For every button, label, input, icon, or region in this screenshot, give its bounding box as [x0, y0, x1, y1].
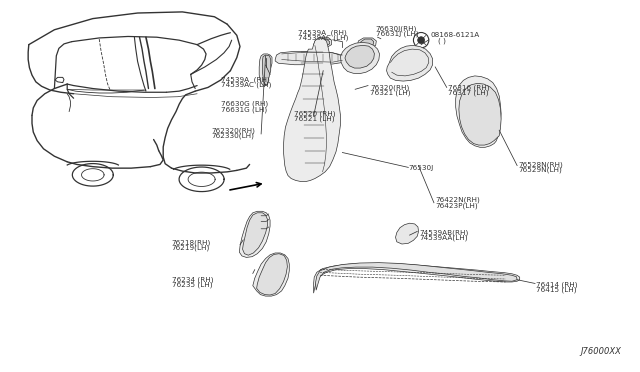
Text: 762320(RH): 762320(RH): [211, 128, 255, 134]
Polygon shape: [243, 213, 268, 255]
Text: 08168-6121A: 08168-6121A: [431, 32, 480, 38]
Text: 76219(LH): 76219(LH): [172, 244, 210, 251]
Text: 76530J: 76530J: [408, 165, 433, 171]
Text: 76414 (RH): 76414 (RH): [536, 281, 578, 288]
Polygon shape: [284, 38, 340, 182]
Polygon shape: [459, 83, 501, 145]
Text: 76528N(RH): 76528N(RH): [518, 161, 563, 168]
Text: 74539AB(RH): 74539AB(RH): [419, 230, 468, 236]
Text: 76234 (RH): 76234 (RH): [172, 276, 213, 283]
Text: 76320(RH): 76320(RH): [370, 84, 409, 91]
Text: 76630J(RH): 76630J(RH): [376, 26, 417, 32]
Text: 74539AC (LH): 74539AC (LH): [221, 82, 271, 89]
Text: 76631G (LH): 76631G (LH): [221, 106, 267, 113]
Text: 762330(LH): 762330(LH): [211, 133, 254, 140]
Polygon shape: [259, 54, 272, 86]
Polygon shape: [357, 38, 376, 48]
Text: 76520 (RH): 76520 (RH): [294, 110, 336, 117]
Text: 76316 (RH): 76316 (RH): [448, 84, 490, 91]
Polygon shape: [396, 223, 419, 244]
Text: 74539AA(LH): 74539AA(LH): [419, 235, 468, 241]
Text: 76218(RH): 76218(RH): [172, 239, 211, 246]
Text: 76415 (LH): 76415 (LH): [536, 286, 577, 293]
Text: 76317 (LH): 76317 (LH): [448, 89, 488, 96]
Text: 74539A  (RH): 74539A (RH): [298, 29, 346, 36]
Text: 76631J (LH): 76631J (LH): [376, 31, 419, 38]
Polygon shape: [360, 39, 374, 47]
Polygon shape: [316, 39, 330, 46]
Text: ( ): ( ): [438, 38, 446, 44]
Text: 76423P(LH): 76423P(LH): [435, 202, 478, 209]
Text: 76235 (LH): 76235 (LH): [172, 282, 212, 288]
Polygon shape: [456, 76, 501, 147]
Circle shape: [418, 37, 424, 44]
Text: 74539AC (LH): 74539AC (LH): [298, 35, 348, 41]
Polygon shape: [262, 55, 271, 86]
Polygon shape: [239, 211, 270, 257]
Polygon shape: [314, 263, 520, 293]
Polygon shape: [316, 263, 517, 290]
Polygon shape: [314, 37, 332, 47]
Polygon shape: [253, 253, 289, 296]
Text: 76521 (LH): 76521 (LH): [294, 115, 335, 122]
Text: 74539A  (RH): 74539A (RH): [221, 77, 269, 83]
Polygon shape: [340, 42, 380, 74]
Text: 76321 (LH): 76321 (LH): [370, 89, 410, 96]
Text: 76422N(RH): 76422N(RH): [435, 197, 480, 203]
Polygon shape: [257, 254, 287, 295]
Polygon shape: [387, 45, 433, 81]
Text: 76529N(LH): 76529N(LH): [518, 166, 562, 173]
Polygon shape: [275, 51, 346, 65]
Text: J76000XX: J76000XX: [580, 347, 621, 356]
Text: 76630G (RH): 76630G (RH): [221, 101, 268, 108]
Polygon shape: [345, 45, 374, 68]
